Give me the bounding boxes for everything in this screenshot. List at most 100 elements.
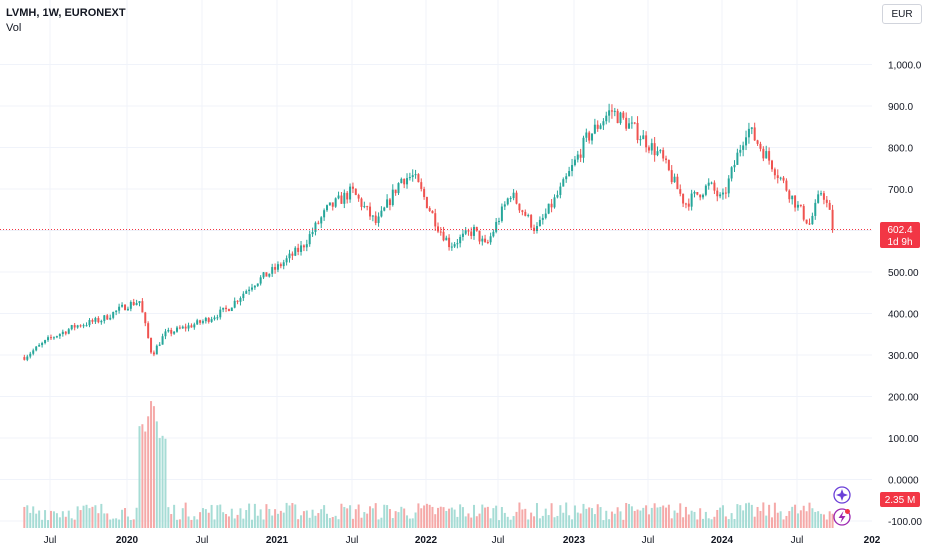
- volume-bar: [547, 515, 550, 528]
- volume-bar: [253, 503, 256, 528]
- volume-bar: [414, 512, 417, 528]
- volume-bar: [207, 512, 210, 528]
- last-price-badge: 602.4 1d 9h: [880, 222, 920, 248]
- candle-body: [811, 215, 814, 225]
- candle-body: [213, 317, 216, 320]
- candle-body: [26, 356, 29, 360]
- candle-body: [265, 272, 268, 277]
- volume-bar: [109, 519, 112, 528]
- candle-body: [61, 331, 64, 335]
- volume-bar: [400, 506, 403, 528]
- volume-bar: [645, 505, 648, 528]
- volume-bar: [236, 514, 239, 528]
- volume-bar: [544, 508, 547, 528]
- candle-body: [190, 325, 193, 328]
- volume-bar: [530, 512, 533, 528]
- volume-bar: [282, 512, 285, 528]
- volume-bar: [585, 508, 588, 528]
- volume-bar: [550, 503, 553, 528]
- candle-body: [400, 178, 403, 184]
- y-tick-label: 100.00: [888, 434, 919, 445]
- volume-bar: [268, 508, 271, 528]
- volume-bar: [170, 514, 173, 528]
- volume-bar: [687, 514, 690, 528]
- y-tick-label: -100.00: [888, 517, 922, 528]
- candle-body: [524, 211, 527, 216]
- volume-bar: [366, 513, 369, 528]
- volume-bar: [161, 435, 164, 528]
- candle-body: [147, 323, 150, 338]
- candle-body: [420, 182, 423, 189]
- candle-body: [768, 151, 771, 161]
- candle-body: [91, 320, 94, 322]
- time-axis[interactable]: Jul 2020 Jul 2021 Jul 2022 Jul 2023 Jul 2024 Jul 20…: [44, 535, 881, 546]
- volume-bar: [227, 516, 230, 528]
- sparkle-icon[interactable]: [833, 486, 851, 504]
- volume-bar: [374, 503, 377, 528]
- candle-body: [354, 188, 357, 195]
- candle-body: [596, 124, 599, 129]
- volume-bar: [132, 519, 135, 528]
- candle-body: [817, 194, 820, 203]
- volume-bar: [799, 510, 802, 528]
- candle-body: [667, 159, 670, 171]
- volume-bar: [144, 431, 147, 528]
- volume-legend-label[interactable]: Vol: [6, 22, 22, 34]
- volume-bar: [279, 510, 282, 528]
- volume-bar: [693, 511, 696, 528]
- candle-body: [308, 234, 311, 245]
- volume-bar: [377, 519, 380, 528]
- candle-body: [47, 337, 50, 341]
- volume-bar: [556, 515, 559, 528]
- candle-body: [129, 302, 132, 309]
- symbol-title[interactable]: LVMH, 1W, EURONEXT: [6, 7, 126, 19]
- lightning-icon[interactable]: [833, 508, 851, 526]
- candle-body: [544, 213, 547, 218]
- candle-body: [343, 192, 346, 204]
- candle-body: [489, 236, 492, 243]
- volume-bar: [176, 519, 178, 528]
- price-axis[interactable]: 1,000.0900.0800.0700.0600.0500.00400.003…: [888, 61, 922, 529]
- candle-body: [204, 318, 207, 322]
- volume-bar: [193, 516, 196, 528]
- candle-body: [719, 194, 722, 197]
- volume-bar: [503, 512, 506, 528]
- candle-body: [459, 236, 462, 244]
- currency-button[interactable]: EUR: [882, 4, 922, 24]
- volume-bar: [478, 513, 481, 528]
- volume-bar: [271, 515, 274, 528]
- volume-bar: [450, 507, 453, 528]
- candle-body: [239, 298, 242, 302]
- volume-bar: [190, 519, 193, 528]
- volume-bar: [636, 509, 639, 528]
- volume-bar: [467, 513, 470, 528]
- volume-bar: [473, 504, 475, 528]
- y-tick-label: 500.00: [888, 268, 919, 279]
- volume-bar: [431, 506, 434, 528]
- volume-bar: [334, 515, 337, 528]
- volume-bar: [326, 513, 328, 528]
- candle-body: [756, 140, 759, 144]
- candle-body: [106, 315, 109, 320]
- volume-bar: [397, 512, 400, 528]
- candle-body: [126, 308, 129, 311]
- volume-bar: [61, 511, 64, 528]
- volume-bar: [817, 511, 820, 528]
- volume-bar: [351, 518, 354, 528]
- candle-body: [656, 151, 659, 156]
- volume-bar: [411, 518, 414, 528]
- candle-body: [599, 125, 602, 129]
- candle-body: [573, 159, 576, 166]
- y-tick-label: 400.00: [888, 310, 919, 321]
- volume-bar: [495, 505, 498, 528]
- candle-body: [406, 178, 409, 185]
- volume-bar: [608, 519, 611, 528]
- candle-body: [779, 177, 782, 179]
- candle-body: [721, 192, 724, 195]
- volume-bar: [331, 517, 334, 528]
- volume-bar: [716, 509, 719, 528]
- volume-bar: [106, 513, 109, 528]
- volume-bar: [596, 504, 599, 528]
